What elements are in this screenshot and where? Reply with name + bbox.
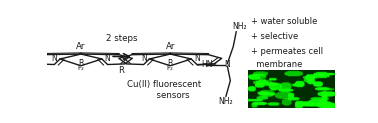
Text: Ar: Ar xyxy=(76,42,86,51)
Text: + water soluble: + water soluble xyxy=(251,17,317,26)
Text: N: N xyxy=(141,54,147,63)
Text: 2 steps: 2 steps xyxy=(106,34,138,43)
Text: + selective: + selective xyxy=(251,32,298,41)
Text: B: B xyxy=(168,59,173,68)
Text: membrane: membrane xyxy=(251,61,302,69)
Text: + permeates cell: + permeates cell xyxy=(251,47,323,56)
Text: N: N xyxy=(51,54,57,63)
Text: HN: HN xyxy=(201,61,212,69)
Text: Ar: Ar xyxy=(166,42,175,51)
Text: F₂: F₂ xyxy=(77,65,84,71)
Text: F₂: F₂ xyxy=(167,65,174,71)
Text: NH₂: NH₂ xyxy=(232,22,246,31)
Text: N: N xyxy=(225,61,230,69)
Text: NH₂: NH₂ xyxy=(218,97,233,106)
Text: R: R xyxy=(118,66,124,75)
Text: N: N xyxy=(105,54,110,63)
Text: B: B xyxy=(78,59,84,68)
Text: N: N xyxy=(194,54,200,63)
Text: Cu(II) fluorescent
      sensors: Cu(II) fluorescent sensors xyxy=(127,80,201,100)
